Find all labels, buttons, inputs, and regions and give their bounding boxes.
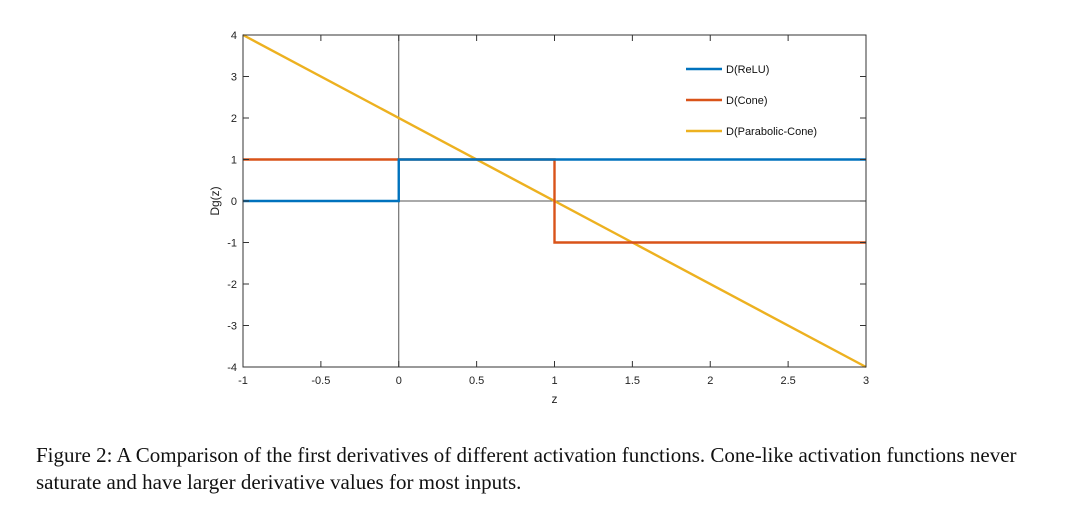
x-tick-label: 2 xyxy=(707,375,713,387)
legend-label: D(ReLU) xyxy=(726,64,769,76)
y-axis-label: Dg(z) xyxy=(208,186,222,215)
derivative-comparison-chart: -1 -0.5 0 0.5 1 1.5 2 2.5 3 4 3 2 1 0 -1 -2 -3 -4 z Dg(z… xyxy=(208,30,869,406)
y-tick-label: -2 xyxy=(227,279,237,291)
figure-caption: Figure 2: A Comparison of the first deri… xyxy=(36,443,1017,494)
x-axis-label: z xyxy=(552,392,558,406)
legend-label: D(Parabolic-Cone) xyxy=(726,126,817,138)
y-tick-label: -3 xyxy=(227,321,237,333)
y-tick-label: 1 xyxy=(231,155,237,167)
x-tick-label: 3 xyxy=(863,375,869,387)
series-line-0 xyxy=(243,158,866,203)
legend: D(ReLU) D(Cone) D(Parabolic-Cone) xyxy=(686,64,817,138)
x-tick-label: -0.5 xyxy=(311,375,330,387)
x-tick-label: 0 xyxy=(396,375,402,387)
x-tick-label: 1 xyxy=(551,375,557,387)
y-tick-label: 4 xyxy=(231,30,237,42)
y-tick-label: -1 xyxy=(227,238,237,250)
y-tick-label: 2 xyxy=(231,113,237,125)
x-tick-label: 2.5 xyxy=(780,375,795,387)
legend-label: D(Cone) xyxy=(726,95,768,107)
y-tick-label: 0 xyxy=(231,196,237,208)
x-tick-label: 0.5 xyxy=(469,375,484,387)
x-tick-label: -1 xyxy=(238,375,248,387)
y-tick-label: -4 xyxy=(227,362,237,374)
y-tick-label: 3 xyxy=(231,72,237,84)
x-tick-label: 1.5 xyxy=(625,375,640,387)
